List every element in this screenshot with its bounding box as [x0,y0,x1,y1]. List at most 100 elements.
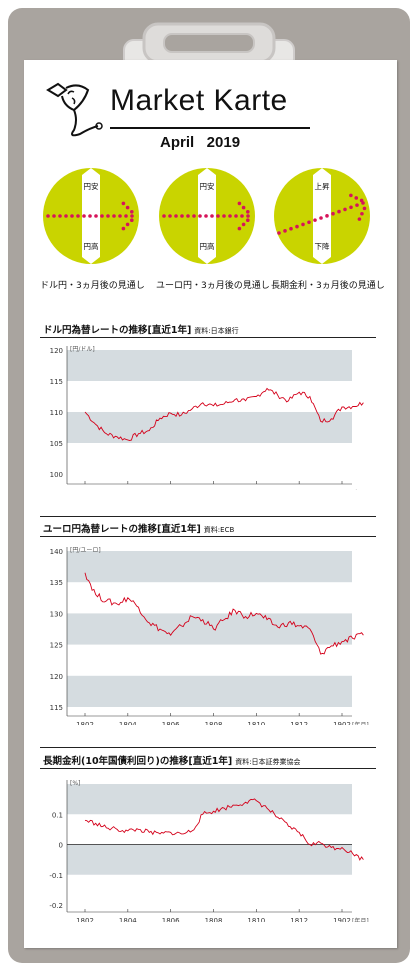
arrow-head-dot [241,222,246,227]
section-rule [40,337,376,338]
arrow-head-dot [357,217,362,221]
arrow-head-dot [237,201,242,206]
y-tick-label: 0.1 [52,811,63,819]
x-unit-label: [年月] [352,721,369,725]
grid-band [67,551,352,583]
x-tick-label: 1810 [247,917,265,922]
arrow-dot [64,214,68,218]
y-tick-label: 120 [50,673,63,681]
x-tick-label: 1902 [333,721,351,725]
arrow-dot [124,214,128,218]
arrow-dot [210,214,214,218]
arrow-dot [58,214,62,218]
title-underline [110,127,310,129]
y-unit-label: [円/ユーロ] [70,547,101,554]
arrow-dot [112,214,116,218]
y-tick-label: 110 [50,409,63,417]
x-unit-label: [年月] [352,917,369,922]
grid-band [67,412,352,443]
section-title-eurjpy: ユーロ円為替レートの推移[直近1年] 資料:ECB [43,524,235,535]
section-rule [40,768,376,769]
gauge-top-label: 円安 [200,181,215,191]
arrow-dot [313,218,317,222]
gauge-caption: 長期金利・3ヵ月後の見通し [271,281,385,291]
x-tick-label: 1812 [290,917,308,922]
x-tick-label: 1804 [119,489,137,490]
x-tick-label: 1902 [333,489,351,490]
y-tick-label: 130 [50,610,63,618]
gauge-bottom-label: 下降 [315,241,330,251]
x-tick-label: 1808 [205,489,223,490]
arrow-dot [337,209,341,214]
gauge-caption: ユーロ円・3ヵ月後の見通し [156,281,270,291]
arrow-dot [240,214,244,218]
arrow-dot [222,214,226,218]
grid-band [67,350,352,381]
grid-band [67,613,352,645]
y-unit-label: [%] [70,780,80,787]
arrow-head-dot [125,222,130,227]
arrow-dot [198,214,202,218]
x-tick-label: 1812 [290,721,308,725]
gauge-bar [313,175,331,257]
gauge-up-tip [198,168,216,175]
gauge-top-label: 円安 [84,181,99,191]
doctor-logo-icon [46,82,103,137]
arrow-head-dot [354,196,359,200]
gauge-down-tip [198,257,216,264]
arrow-dot [349,205,353,210]
arrow-dot [168,214,172,218]
arrow-head-dot [359,198,364,203]
gauge-bottom-label: 円高 [200,241,215,251]
x-tick-label: 1808 [205,917,223,922]
arrow-dot [325,214,329,218]
gauge-down-tip [313,257,331,264]
x-tick-label: 1812 [290,489,308,490]
arrow-head-dot [130,218,134,222]
arrow-dot [343,207,347,212]
arrow-head-dot [362,206,367,211]
gauge-down-tip [82,257,100,264]
y-unit-label: [円/ドル] [70,346,95,353]
arrow-dot [94,214,98,218]
arrow-dot [289,226,293,231]
x-unit-label: [年月] [352,489,369,490]
grid-band [67,675,352,707]
y-tick-label: 115 [50,378,63,386]
arrow-dot [295,224,299,229]
y-tick-label: -0.2 [49,902,63,910]
y-tick-label: 125 [50,642,63,650]
x-tick-label: 1802 [76,489,94,490]
arrow-dot [216,214,220,218]
x-tick-label: 1806 [162,917,180,922]
arrow-dot [277,231,281,235]
section-rule [40,536,376,537]
page-title: Market Karte [110,84,288,117]
arrow-dot [331,211,335,216]
arrow-dot [204,214,208,218]
arrow-dot [130,214,134,218]
arrow-dot [228,214,232,218]
y-tick-label: 140 [50,548,63,556]
arrow-dot [88,214,92,218]
eurjpy-chart: 140 135 130 125 120 115 [円/ユーロ] 1802 1804 1806 180… [50,547,369,725]
usdjpy-chart: 120 115 110 105 100 [円/ドル] 1802 1804 1806 1808 181… [50,346,369,490]
page-subtitle: April 2019 [160,134,241,151]
y-tick-label: 120 [50,347,63,355]
arrow-dot [76,214,80,218]
arrow-head-dot [125,205,130,210]
gauge-up-tip [313,168,331,175]
grid-band [67,784,352,815]
arrow-dot [355,203,359,207]
arrow-dot [301,222,305,227]
arrow-dot [70,214,74,218]
y-tick-label: 0 [59,842,63,850]
gauge-caption: ドル円・3ヵ月後の見通し [40,281,145,291]
x-tick-label: 1808 [205,721,223,725]
arrow-dot [180,214,184,218]
y-tick-label: 135 [50,579,63,587]
section-title-jgb: 長期金利(10年国債利回り)の推移[直近1年] 資料:日本証券業協会 [43,756,301,767]
arrow-head-dot [121,201,126,206]
